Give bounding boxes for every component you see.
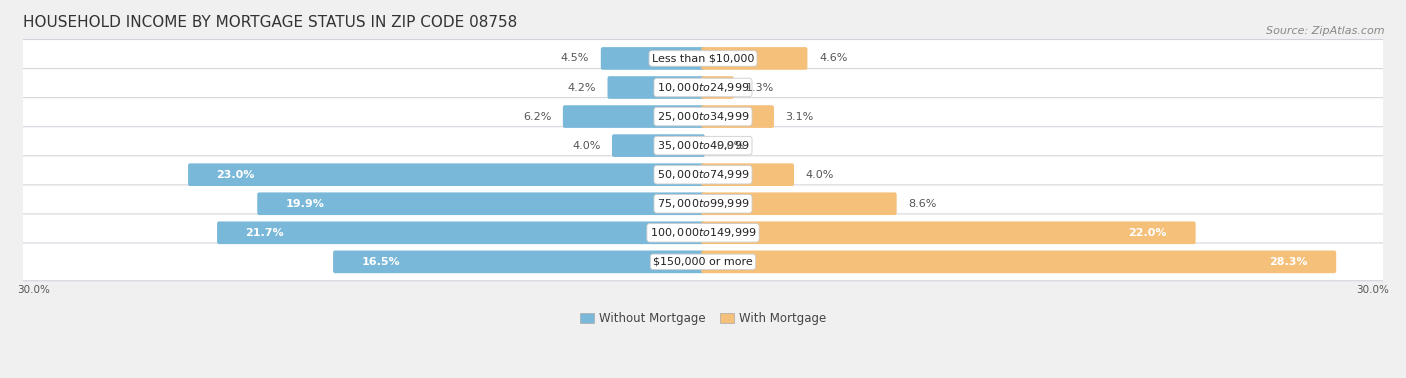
FancyBboxPatch shape (333, 251, 704, 273)
Text: 4.6%: 4.6% (820, 53, 848, 64)
Text: 4.2%: 4.2% (568, 82, 596, 93)
FancyBboxPatch shape (217, 222, 704, 244)
Text: $10,000 to $24,999: $10,000 to $24,999 (657, 81, 749, 94)
Text: 1.3%: 1.3% (745, 82, 773, 93)
Text: 16.5%: 16.5% (361, 257, 401, 267)
Legend: Without Mortgage, With Mortgage: Without Mortgage, With Mortgage (575, 308, 831, 330)
Text: 21.7%: 21.7% (246, 228, 284, 238)
Text: 8.6%: 8.6% (908, 199, 936, 209)
Text: 6.2%: 6.2% (523, 112, 551, 122)
Text: 3.1%: 3.1% (786, 112, 814, 122)
FancyBboxPatch shape (20, 156, 1386, 194)
FancyBboxPatch shape (702, 192, 897, 215)
FancyBboxPatch shape (702, 105, 773, 128)
Text: $150,000 or more: $150,000 or more (654, 257, 752, 267)
FancyBboxPatch shape (702, 251, 1336, 273)
Text: $100,000 to $149,999: $100,000 to $149,999 (650, 226, 756, 239)
Text: $75,000 to $99,999: $75,000 to $99,999 (657, 197, 749, 210)
FancyBboxPatch shape (257, 192, 704, 215)
FancyBboxPatch shape (702, 47, 807, 70)
FancyBboxPatch shape (20, 127, 1386, 164)
FancyBboxPatch shape (20, 185, 1386, 223)
FancyBboxPatch shape (600, 47, 704, 70)
Text: 23.0%: 23.0% (217, 170, 254, 180)
Text: 4.5%: 4.5% (561, 53, 589, 64)
FancyBboxPatch shape (702, 76, 734, 99)
FancyBboxPatch shape (702, 222, 1195, 244)
FancyBboxPatch shape (20, 214, 1386, 252)
FancyBboxPatch shape (20, 40, 1386, 77)
Text: Less than $10,000: Less than $10,000 (652, 53, 754, 64)
Text: 0.0%: 0.0% (717, 141, 745, 150)
FancyBboxPatch shape (20, 243, 1386, 281)
FancyBboxPatch shape (188, 163, 704, 186)
Text: 4.0%: 4.0% (806, 170, 834, 180)
Text: Source: ZipAtlas.com: Source: ZipAtlas.com (1267, 26, 1385, 36)
FancyBboxPatch shape (20, 69, 1386, 106)
Text: $35,000 to $49,999: $35,000 to $49,999 (657, 139, 749, 152)
FancyBboxPatch shape (562, 105, 704, 128)
Text: $25,000 to $34,999: $25,000 to $34,999 (657, 110, 749, 123)
Text: 28.3%: 28.3% (1270, 257, 1308, 267)
FancyBboxPatch shape (702, 163, 794, 186)
Text: $50,000 to $74,999: $50,000 to $74,999 (657, 168, 749, 181)
FancyBboxPatch shape (20, 98, 1386, 135)
Text: 22.0%: 22.0% (1129, 228, 1167, 238)
Text: 4.0%: 4.0% (572, 141, 600, 150)
Text: 19.9%: 19.9% (285, 199, 325, 209)
FancyBboxPatch shape (612, 134, 704, 157)
Text: HOUSEHOLD INCOME BY MORTGAGE STATUS IN ZIP CODE 08758: HOUSEHOLD INCOME BY MORTGAGE STATUS IN Z… (22, 15, 517, 30)
FancyBboxPatch shape (607, 76, 704, 99)
